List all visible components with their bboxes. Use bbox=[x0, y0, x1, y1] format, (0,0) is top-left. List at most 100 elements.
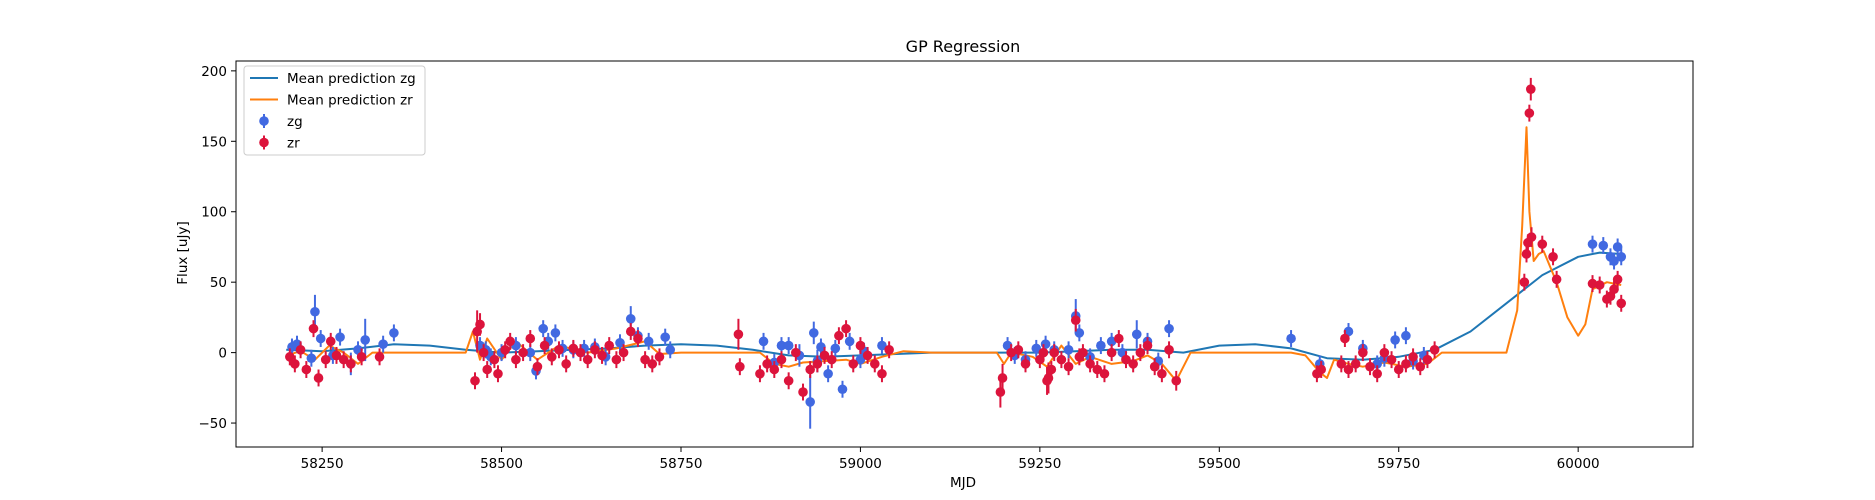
x-tick-label: 60000 bbox=[1557, 456, 1600, 472]
data-point bbox=[1525, 84, 1536, 94]
y-tick-label: 50 bbox=[210, 275, 227, 291]
data-point bbox=[654, 352, 665, 362]
data-point bbox=[884, 344, 894, 355]
data-point bbox=[805, 364, 815, 375]
data-point bbox=[877, 368, 887, 379]
y-tick-label: 100 bbox=[201, 205, 227, 221]
data-point bbox=[1286, 333, 1296, 344]
data-point bbox=[1049, 347, 1060, 358]
data-point bbox=[643, 336, 654, 347]
data-point bbox=[837, 384, 848, 395]
chart-title: GP Regression bbox=[906, 37, 1021, 56]
data-point bbox=[597, 350, 607, 361]
data-point bbox=[1135, 347, 1146, 358]
data-point bbox=[1612, 274, 1623, 285]
data-point bbox=[582, 354, 593, 365]
axes-frame bbox=[235, 60, 1694, 448]
legend-label: zr bbox=[287, 136, 300, 152]
data-point bbox=[285, 352, 295, 362]
data-point bbox=[1358, 347, 1368, 358]
x-axis-label: MJD bbox=[950, 475, 976, 491]
data-point bbox=[1020, 359, 1031, 369]
data-point bbox=[331, 350, 342, 361]
data-point bbox=[1063, 344, 1074, 355]
data-point bbox=[1390, 335, 1400, 345]
data-point bbox=[360, 335, 370, 345]
data-point bbox=[830, 343, 841, 354]
data-point bbox=[995, 387, 1006, 397]
data-point bbox=[1587, 278, 1598, 289]
data-point bbox=[665, 344, 676, 355]
data-point bbox=[1149, 361, 1160, 372]
data-point bbox=[550, 328, 561, 338]
data-point bbox=[1609, 256, 1619, 266]
data-point bbox=[1316, 364, 1327, 375]
data-point bbox=[518, 347, 528, 358]
data-point bbox=[1537, 239, 1548, 249]
data-point bbox=[1106, 347, 1117, 358]
data-point bbox=[1074, 328, 1085, 338]
data-point bbox=[758, 336, 769, 347]
data-point bbox=[1336, 359, 1347, 369]
x-tick-label: 59000 bbox=[839, 456, 882, 472]
data-point bbox=[1046, 364, 1057, 375]
data-point bbox=[500, 344, 510, 355]
data-point bbox=[1386, 354, 1397, 365]
data-point bbox=[798, 387, 808, 397]
data-point bbox=[1372, 368, 1382, 379]
data-point bbox=[1415, 361, 1426, 372]
data-point bbox=[554, 344, 564, 355]
data-point bbox=[633, 333, 643, 344]
data-point bbox=[1422, 354, 1433, 365]
data-point bbox=[1379, 347, 1390, 358]
data-point bbox=[826, 354, 837, 365]
data-point bbox=[735, 361, 745, 372]
data-point bbox=[335, 332, 345, 342]
x-tick-label: 58250 bbox=[301, 456, 344, 472]
data-point bbox=[660, 332, 671, 342]
data-point bbox=[1040, 339, 1051, 349]
data-point bbox=[819, 350, 830, 361]
data-point bbox=[1171, 375, 1182, 386]
data-point bbox=[590, 344, 600, 355]
data-point bbox=[1616, 252, 1627, 262]
legend-label: zg bbox=[287, 114, 303, 130]
data-point bbox=[338, 354, 349, 365]
data-point bbox=[325, 336, 336, 347]
data-point bbox=[489, 354, 500, 365]
data-point bbox=[834, 330, 844, 341]
legend-entry-0: Mean prediction zg bbox=[250, 71, 416, 87]
data-point bbox=[1056, 354, 1067, 365]
data-point bbox=[776, 354, 787, 365]
data-point bbox=[997, 373, 1008, 383]
data-point bbox=[306, 353, 317, 364]
data-point bbox=[1114, 333, 1124, 344]
data-point bbox=[295, 344, 306, 355]
x-tick-label: 58500 bbox=[480, 456, 523, 472]
data-point bbox=[1164, 344, 1174, 355]
data-point bbox=[1609, 284, 1619, 295]
data-point bbox=[389, 328, 399, 338]
data-point bbox=[1598, 240, 1609, 251]
x-tick-label: 58750 bbox=[660, 456, 703, 472]
data-point bbox=[575, 347, 586, 358]
data-point bbox=[482, 364, 493, 375]
data-point bbox=[841, 323, 851, 334]
data-point bbox=[816, 342, 826, 352]
data-point bbox=[511, 354, 521, 365]
data-point bbox=[1526, 232, 1537, 242]
legend-entry-3: zr bbox=[259, 135, 300, 152]
data-point bbox=[1070, 315, 1081, 326]
data-point bbox=[844, 336, 855, 347]
data-point bbox=[313, 373, 324, 383]
plot-area bbox=[285, 77, 1627, 429]
data-point bbox=[374, 352, 385, 362]
data-point bbox=[1429, 344, 1440, 355]
data-point bbox=[1350, 359, 1361, 369]
data-point bbox=[475, 319, 485, 330]
data-point bbox=[1092, 364, 1103, 375]
data-point bbox=[1401, 330, 1411, 341]
data-point bbox=[791, 347, 801, 358]
data-point bbox=[310, 306, 320, 317]
x-tick-label: 59500 bbox=[1198, 456, 1241, 472]
